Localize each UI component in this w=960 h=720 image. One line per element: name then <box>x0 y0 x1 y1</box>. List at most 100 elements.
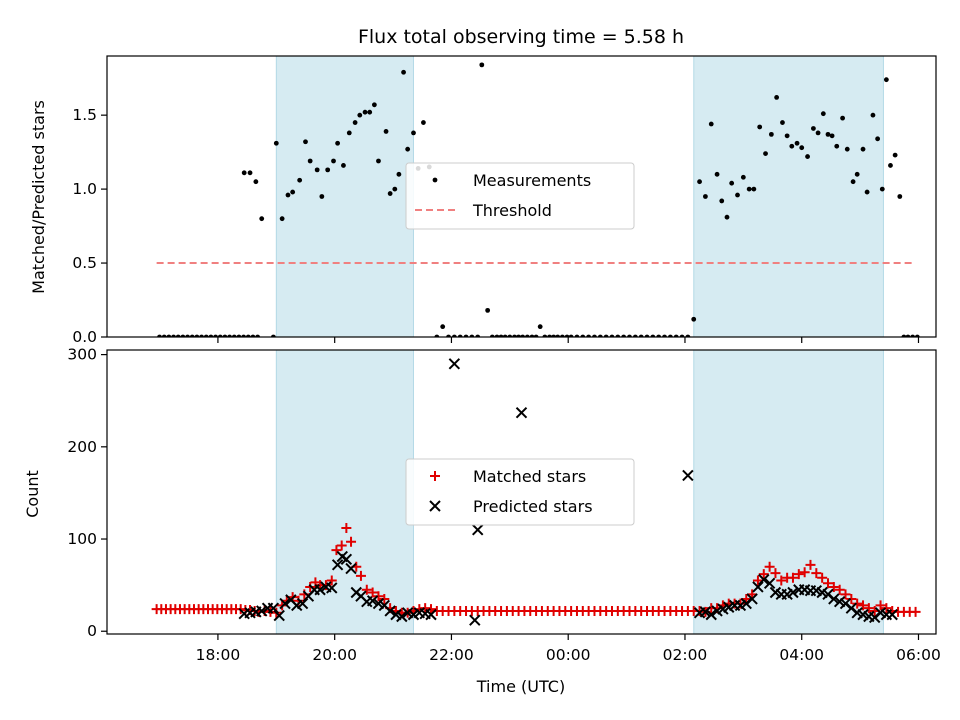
top-measurements-point-24 <box>253 179 259 185</box>
top-measurements-point-51 <box>401 69 406 75</box>
top-measurements-point-134 <box>840 115 845 121</box>
top-measurements-point-45 <box>371 102 377 108</box>
top-measurements-point-29 <box>285 192 291 198</box>
bottom-predicted-stars-point-33 <box>425 608 437 621</box>
bottom-predicted-stars-point-38 <box>682 469 694 482</box>
top-legend-label-1: Threshold <box>472 201 552 220</box>
top-measurements-point-137 <box>854 171 860 177</box>
top-measurements-point-25 <box>259 216 265 222</box>
top-measurements-point-107 <box>697 179 702 185</box>
top-measurements-point-37 <box>331 158 336 164</box>
top-measurements-point-23 <box>247 170 253 176</box>
bottom-matched-stars-point-35 <box>326 575 337 586</box>
top-panel: 0.0 0.5 1.0 1.5 Measurements Threshold <box>72 55 937 346</box>
top-measurements-point-66 <box>485 307 491 313</box>
top-measurements-point-44 <box>367 109 373 115</box>
xtick-label-6: 06:00 <box>896 646 941 664</box>
bottom-matched-stars-point-127 <box>858 600 869 611</box>
bottom-matched-stars-point-122 <box>828 581 839 592</box>
top-measurements-point-123 <box>784 133 790 139</box>
top-measurements-point-120 <box>768 131 774 137</box>
bottom-matched-stars-point-125 <box>846 593 857 604</box>
bottom-predicted-stars-point-7 <box>279 597 291 610</box>
top-measurements-point-126 <box>799 145 805 151</box>
top-measurements-point-132 <box>829 133 835 139</box>
bottom-matched-stars-point-117 <box>799 567 810 578</box>
top-measurements-point-114 <box>735 192 740 198</box>
bottom-legend-box <box>405 458 635 526</box>
bottom-matched-stars-point-109 <box>752 575 763 586</box>
top-measurements-point-33 <box>307 158 313 164</box>
top-measurements-point-41 <box>352 120 358 125</box>
top-measurements-point-30 <box>290 189 296 195</box>
top-measurements-point-122 <box>780 120 785 125</box>
top-legend-box <box>405 162 635 230</box>
bottom-matched-stars-point-36 <box>331 545 342 556</box>
top-measurements-point-131 <box>825 131 831 137</box>
top-measurements-point-22 <box>241 170 247 176</box>
bottom-matched-stars-point-44 <box>373 591 384 602</box>
xtick-label-0: 18:00 <box>196 646 241 664</box>
bottom-predicted-stars-point-55 <box>787 586 799 599</box>
top-measurements-point-106 <box>691 316 697 322</box>
bottom-predicted-stars-point-72 <box>886 608 898 621</box>
chart-title: Flux total observing time = 5.58 h <box>358 26 684 48</box>
top-measurements-point-28 <box>279 216 285 222</box>
bottom-plot-area <box>151 350 921 634</box>
top-measurements-point-129 <box>815 130 821 136</box>
bottom-matched-stars-point-116 <box>793 569 804 580</box>
top-measurements-point-27 <box>273 140 279 146</box>
top-measurements-point-121 <box>774 95 780 100</box>
bottom-matched-stars-point-110 <box>758 569 769 580</box>
bottom-predicted-stars-point-41 <box>705 608 717 621</box>
top-measurements-point-113 <box>729 180 735 186</box>
top-measurements-point-118 <box>757 124 763 130</box>
top-measurements-point-53 <box>411 130 416 136</box>
bottom-matched-stars-point-128 <box>863 603 874 614</box>
top-measurements-point-136 <box>850 179 856 185</box>
bottom-matched-stars-point-113 <box>776 575 787 586</box>
bottom-predicted-stars-point-48 <box>746 593 758 605</box>
bottom-y-axis-label: Count <box>23 470 42 518</box>
top-ytick-label-0: 0.0 <box>72 328 97 346</box>
top-measurements-point-139 <box>864 189 870 195</box>
bottom-predicted-stars-point-51 <box>763 577 776 589</box>
xtick-label-1: 20:00 <box>312 646 357 664</box>
xtick-label-3: 00:00 <box>546 646 591 664</box>
bottom-matched-stars-point-38 <box>341 522 352 533</box>
top-measurements-point-141 <box>875 136 881 142</box>
bottom-predicted-stars-point-50 <box>758 573 770 586</box>
bottom-predicted-stars-point-62 <box>828 593 840 605</box>
bottom-predicted-stars-point-15 <box>326 582 338 594</box>
bottom-predicted-stars-point-49 <box>752 581 764 593</box>
bottom-matched-stars-point-123 <box>834 584 845 595</box>
top-axes-frame <box>106 55 937 338</box>
bottom-matched-stars-point-130 <box>875 600 886 611</box>
bottom-shaded-region-0 <box>275 350 414 634</box>
top-measurements-point-115 <box>740 174 746 180</box>
top-measurements-point-111 <box>719 198 725 204</box>
top-ytick-label-1: 0.5 <box>72 254 97 272</box>
bottom-matched-stars-point-42 <box>361 584 372 595</box>
top-measurements-point-124 <box>789 143 795 149</box>
bottom-matched-stars-point-115 <box>787 572 798 583</box>
top-measurements-point-38 <box>335 140 341 146</box>
top-measurements-point-135 <box>844 146 850 152</box>
bottom-matched-stars-point-111 <box>764 561 775 572</box>
bottom-ytick-label-3: 300 <box>67 346 97 364</box>
top-measurements-point-58 <box>440 324 446 330</box>
bottom-legend-marker-1 <box>429 500 441 512</box>
bottom-matched-stars-point-126 <box>852 598 863 609</box>
bottom-predicted-stars-point-35 <box>469 614 481 626</box>
bottom-matched-stars-point-43 <box>367 587 378 598</box>
bottom-predicted-stars-point-23 <box>366 595 379 607</box>
top-measurements-point-116 <box>746 186 752 192</box>
top-legend-label-0: Measurements <box>473 171 591 190</box>
top-shaded-region-0 <box>275 56 414 337</box>
top-measurements-point-31 <box>297 177 303 183</box>
top-legend: Measurements Threshold <box>405 162 635 230</box>
bottom-axes-frame <box>106 349 937 635</box>
bottom-predicted-stars-point-3 <box>256 605 268 617</box>
top-measurements-point-47 <box>383 129 389 134</box>
